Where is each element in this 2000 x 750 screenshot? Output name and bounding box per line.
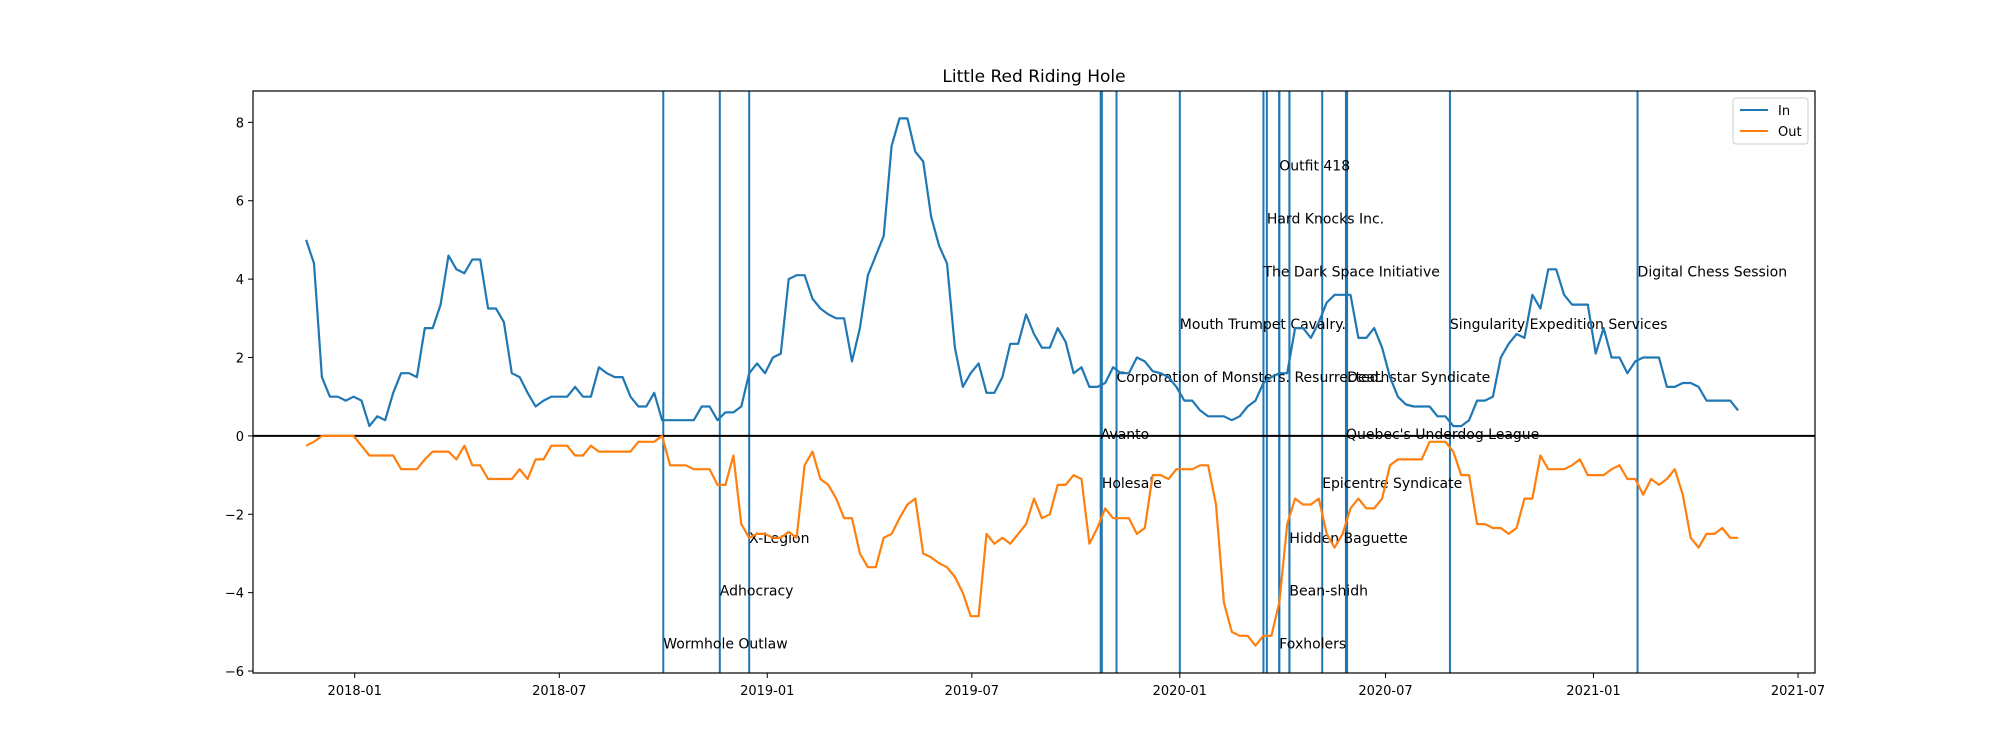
event-label: Holesale [1102,476,1162,492]
event-markers: Wormhole OutlawAdhocracyX-LegionAvantoHo… [662,91,1788,673]
y-tick-label: 8 [236,116,244,131]
event-label: Hard Knocks Inc. [1267,211,1384,227]
event-label: Deathstar Syndicate [1347,370,1490,386]
legend-label-in: In [1778,104,1790,119]
event-label: Epicentre Syndicate [1322,476,1462,492]
event-label: Outfit 418 [1279,158,1350,174]
y-tick-label: 6 [236,195,244,210]
plot-frame [252,90,1816,674]
x-tick-label: 2020-07 [1358,684,1412,699]
y-tick-label: −2 [225,508,244,523]
x-tick-label: 2018-01 [328,684,382,699]
event-label: Foxholers [1279,637,1346,653]
series-line-in [305,117,1739,428]
x-tick-label: 2019-01 [740,684,794,699]
x-tick-label: 2019-07 [945,684,999,699]
x-tick-label: 2021-01 [1566,684,1620,699]
chart-title: Little Red Riding Hole [942,67,1125,87]
event-label: Adhocracy [720,584,794,600]
series-lines [305,117,1739,647]
x-tick-label: 2020-01 [1153,684,1207,699]
event-label: Hidden Baguette [1289,531,1407,547]
event-label: Digital Chess Session [1638,264,1788,280]
event-label: Corporation of Monsters. Resurrected. [1117,370,1384,386]
plot-area [253,91,1815,673]
y-tick-label: 2 [236,352,244,367]
x-tick-label: 2021-07 [1771,684,1825,699]
series-line-out [305,434,1739,647]
x-axis: 2018-01 2018-07 2019-01 2019-07 2020-01 2020-… [328,673,1825,699]
event-label: Wormhole Outlaw [663,637,787,653]
y-axis: −6 −4 −2 0 2 4 6 8 [225,116,253,680]
y-tick-label: −6 [225,665,244,680]
event-label: The Dark Space Initiative [1262,264,1439,280]
legend-label-out: Out [1778,125,1802,140]
y-tick-label: 0 [236,430,244,445]
x-tick-label: 2018-07 [532,684,586,699]
y-tick-label: −4 [225,587,244,602]
y-tick-label: 4 [236,273,244,288]
legend: In Out [1732,97,1809,145]
event-label: Bean-shidh [1289,584,1368,600]
event-label: Singularity Expedition Services [1450,317,1667,333]
